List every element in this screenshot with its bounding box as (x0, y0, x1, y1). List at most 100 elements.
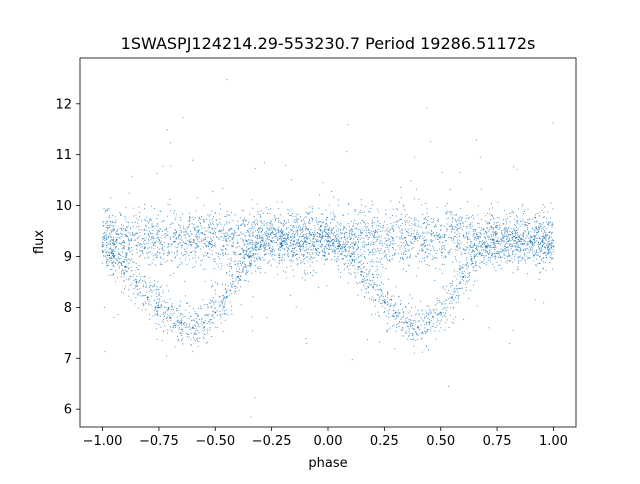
data-point (351, 258, 353, 260)
data-point (485, 245, 487, 247)
data-point (320, 240, 322, 242)
data-point (301, 219, 303, 221)
data-point (105, 252, 107, 254)
data-point (253, 253, 255, 255)
data-point (223, 296, 225, 299)
data-point (126, 266, 128, 268)
data-point (501, 238, 503, 240)
data-point (542, 241, 544, 243)
data-point (321, 257, 323, 259)
data-point (410, 234, 412, 236)
data-point (526, 234, 528, 236)
data-point (163, 252, 165, 254)
data-point (407, 302, 410, 304)
data-point (158, 324, 160, 326)
data-point (480, 241, 482, 243)
data-point (279, 214, 281, 216)
data-point (290, 179, 292, 181)
data-point (456, 229, 458, 231)
data-point (380, 275, 382, 277)
data-point (199, 326, 201, 328)
data-point (371, 222, 373, 224)
data-point (452, 318, 454, 320)
data-point (438, 312, 440, 314)
data-point (105, 232, 107, 234)
data-point (492, 228, 494, 230)
data-point (201, 323, 203, 325)
data-point (292, 216, 294, 218)
data-point (478, 245, 480, 247)
data-point (338, 245, 341, 248)
data-point (256, 234, 258, 237)
data-point (248, 254, 250, 256)
data-point (172, 272, 174, 274)
data-point (315, 247, 317, 250)
data-point (497, 217, 499, 219)
data-point (125, 279, 127, 281)
data-point (396, 223, 398, 226)
data-point (408, 312, 410, 314)
data-point (270, 208, 272, 210)
data-point (311, 206, 313, 208)
data-point (466, 235, 468, 237)
data-point (435, 326, 437, 328)
data-point (203, 227, 206, 229)
data-point (519, 220, 521, 222)
data-point (459, 272, 461, 274)
data-point (103, 232, 105, 234)
data-point (408, 264, 411, 266)
data-point (179, 305, 181, 307)
data-point (397, 209, 399, 211)
data-point (301, 254, 303, 256)
data-point (394, 316, 396, 318)
data-point (457, 287, 459, 290)
data-point (408, 330, 410, 332)
data-point (254, 223, 256, 225)
data-point (277, 248, 280, 250)
data-point (243, 255, 245, 257)
data-point (158, 239, 160, 241)
data-point (385, 240, 388, 242)
data-point (542, 237, 544, 239)
data-point (197, 256, 200, 259)
data-point (377, 311, 379, 313)
data-point (441, 272, 443, 274)
data-point (314, 232, 316, 234)
data-point (456, 260, 458, 262)
data-point (245, 266, 247, 268)
data-point (279, 252, 281, 254)
data-point (135, 278, 137, 281)
data-point (209, 243, 211, 246)
data-point (302, 244, 304, 246)
data-point (189, 251, 191, 253)
data-point (497, 256, 499, 258)
data-point (505, 255, 507, 257)
data-point (313, 233, 315, 235)
data-point (102, 236, 104, 238)
data-point (406, 242, 408, 244)
data-point (244, 235, 246, 237)
data-point (536, 213, 538, 215)
data-point (152, 258, 155, 260)
data-point (408, 319, 410, 321)
data-point (124, 228, 127, 230)
data-point (394, 348, 396, 350)
data-point (400, 329, 403, 331)
data-point (445, 240, 448, 242)
data-point (120, 233, 122, 235)
data-point (517, 257, 519, 259)
data-point (337, 199, 339, 201)
data-point (406, 338, 408, 340)
data-point (359, 235, 361, 237)
data-point (533, 254, 536, 256)
data-point (279, 235, 281, 237)
data-point (456, 278, 458, 280)
data-point (514, 240, 516, 242)
data-point (133, 261, 135, 263)
data-point (457, 231, 459, 233)
data-point (366, 339, 368, 341)
data-point (147, 253, 149, 255)
data-point (204, 320, 206, 322)
data-point (422, 222, 424, 224)
data-point (233, 253, 235, 255)
